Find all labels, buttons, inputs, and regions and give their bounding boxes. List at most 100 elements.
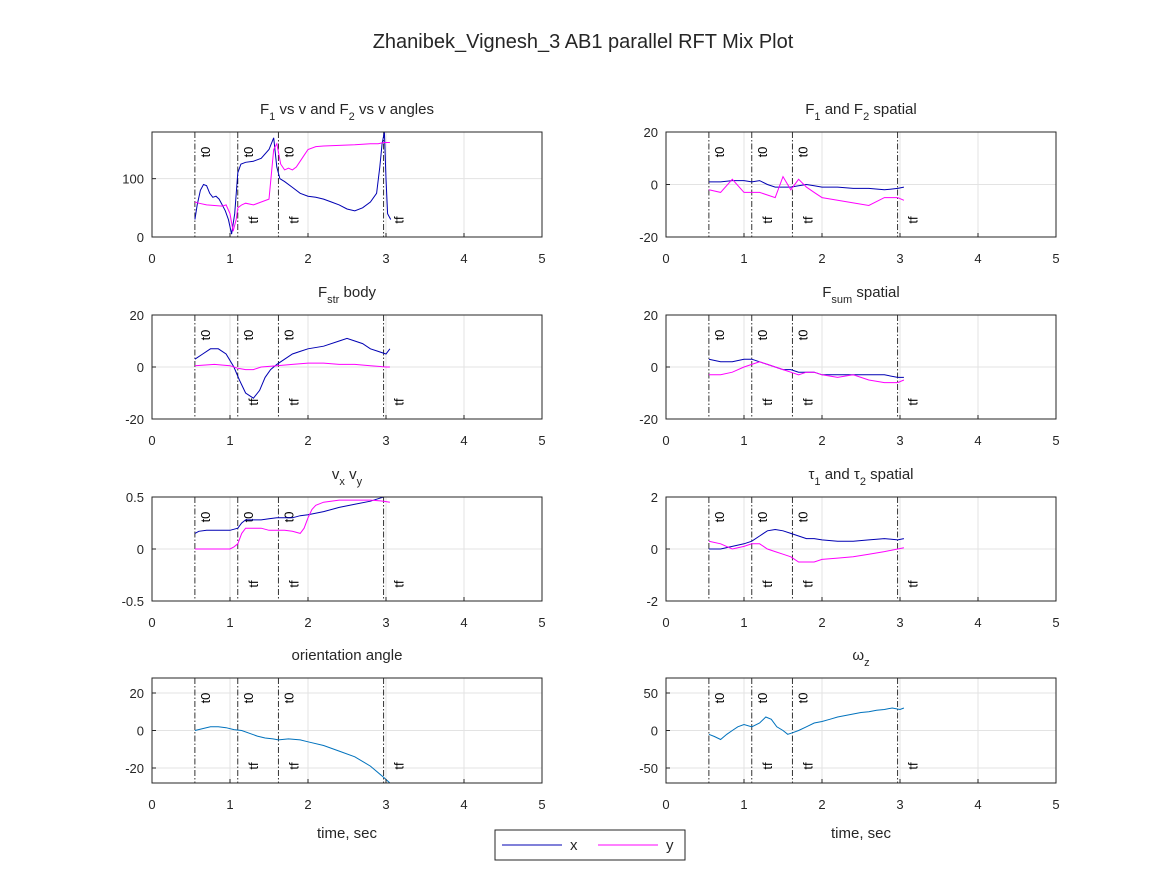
x-tick-label: 5 [538,615,545,630]
x-axis-label: time, sec [317,825,378,842]
y-tick-label: -20 [639,412,658,427]
y-tick-label: 20 [130,686,144,701]
y-tick-label: 50 [644,686,658,701]
figure-title: Zhanibek_Vignesh_3 AB1 parallel RFT Mix … [373,31,794,53]
event-label-tf: tf [800,580,815,588]
event-label-tf: tf [286,762,301,770]
event-label-tf: tf [286,216,301,224]
event-label-t0: t0 [795,512,810,523]
event-label-tf: tf [906,580,921,588]
subplot-6: t0 t0 t0 tf tf tf 0 1 2 3 4 5 -2 0 2 τ1 and τ2 spatial [646,466,1059,630]
event-label-t0: t0 [755,330,770,341]
x-tick-label: 0 [148,797,155,812]
y-tick-label: 20 [130,308,144,323]
event-label-t0: t0 [795,693,810,704]
event-label-tf: tf [800,216,815,224]
x-tick-label: 4 [460,433,467,448]
subplot-1: t0 t0 t0 tf tf tf 0 1 2 3 4 5 0 100 F1 vs v and F2 vs … [122,101,545,266]
series-line-x [194,497,386,534]
x-tick-label: 3 [896,433,903,448]
event-label-t0: t0 [198,512,213,523]
x-tick-label: 2 [304,251,311,266]
x-tick-label: 1 [226,251,233,266]
x-tick-label: 4 [974,615,981,630]
y-tick-label: 2 [651,490,658,505]
event-label-t0: t0 [795,147,810,158]
y-tick-label: -2 [646,594,658,609]
y-tick-label: 0 [651,178,658,193]
event-label-tf: tf [246,216,261,224]
subplot-title: orientation angle [292,647,403,664]
x-tick-label: 4 [460,615,467,630]
event-label-t0: t0 [281,512,296,523]
event-label-t0: t0 [281,147,296,158]
series-line-y [708,175,905,207]
x-tick-label: 2 [304,797,311,812]
y-tick-label: 20 [644,125,658,140]
event-label-t0: t0 [281,693,296,704]
event-label-tf: tf [800,398,815,406]
event-label-t0: t0 [712,512,727,523]
y-tick-label: -50 [639,761,658,776]
event-label-t0: t0 [241,512,256,523]
x-tick-label: 2 [818,251,825,266]
legend-label-y: y [666,837,674,854]
series-line-x [708,358,904,378]
axes-box [151,131,543,238]
series-line-y [194,142,390,232]
x-tick-label: 2 [818,433,825,448]
y-tick-label: 0 [651,724,658,739]
x-tick-label: 3 [382,797,389,812]
x-tick-label: 2 [818,797,825,812]
x-tick-label: 1 [226,615,233,630]
x-tick-label: 1 [226,433,233,448]
event-label-tf: tf [246,580,261,588]
subplot-3: t0 t0 t0 tf tf tf 0 1 2 3 4 5 -20 0 20 Fstr body [125,284,545,448]
event-label-tf: tf [906,216,921,224]
x-tick-label: 3 [382,615,389,630]
series-line-orientation [194,726,391,783]
series-line-x [708,180,905,191]
y-tick-label: 0 [137,230,144,245]
x-tick-label: 1 [740,251,747,266]
x-tick-label: 3 [896,797,903,812]
x-tick-label: 5 [1052,433,1059,448]
x-tick-label: 2 [304,615,311,630]
x-tick-label: 1 [740,797,747,812]
x-tick-label: 3 [896,615,903,630]
x-axis-label: time, sec [831,825,892,842]
subplot-8: t0 t0 t0 tf tf tf 0 1 2 3 4 5 -50 0 50 ωz time, sec [639,647,1059,842]
x-tick-label: 5 [1052,615,1059,630]
subplot-7: t0 t0 t0 tf tf tf 0 1 2 3 4 5 -20 0 20 orientation angl… [125,647,545,842]
x-tick-label: 4 [460,797,467,812]
y-tick-label: 100 [122,172,144,187]
subplot-title: vx vy [332,466,363,488]
event-label-tf: tf [392,398,407,406]
event-label-tf: tf [392,216,407,224]
x-tick-label: 5 [538,797,545,812]
event-label-tf: tf [906,762,921,770]
x-tick-label: 0 [148,615,155,630]
y-tick-label: 0 [137,360,144,375]
x-tick-label: 5 [538,433,545,448]
series-line-y [708,540,905,563]
series-line-y [708,361,905,384]
subplot-title: Fstr body [318,284,377,306]
y-tick-label: 0 [137,724,144,739]
event-label-tf: tf [286,580,301,588]
y-tick-label: 0 [651,542,658,557]
event-label-tf: tf [800,762,815,770]
event-label-t0: t0 [198,330,213,341]
event-label-tf: tf [760,216,775,224]
x-tick-label: 3 [896,251,903,266]
event-label-tf: tf [246,398,261,406]
subplot-title: ωz [852,647,869,669]
x-tick-label: 0 [662,615,669,630]
y-tick-label: -0.5 [122,594,144,609]
event-label-tf: tf [392,580,407,588]
event-label-t0: t0 [755,147,770,158]
y-tick-label: -20 [125,761,144,776]
x-tick-label: 2 [818,615,825,630]
